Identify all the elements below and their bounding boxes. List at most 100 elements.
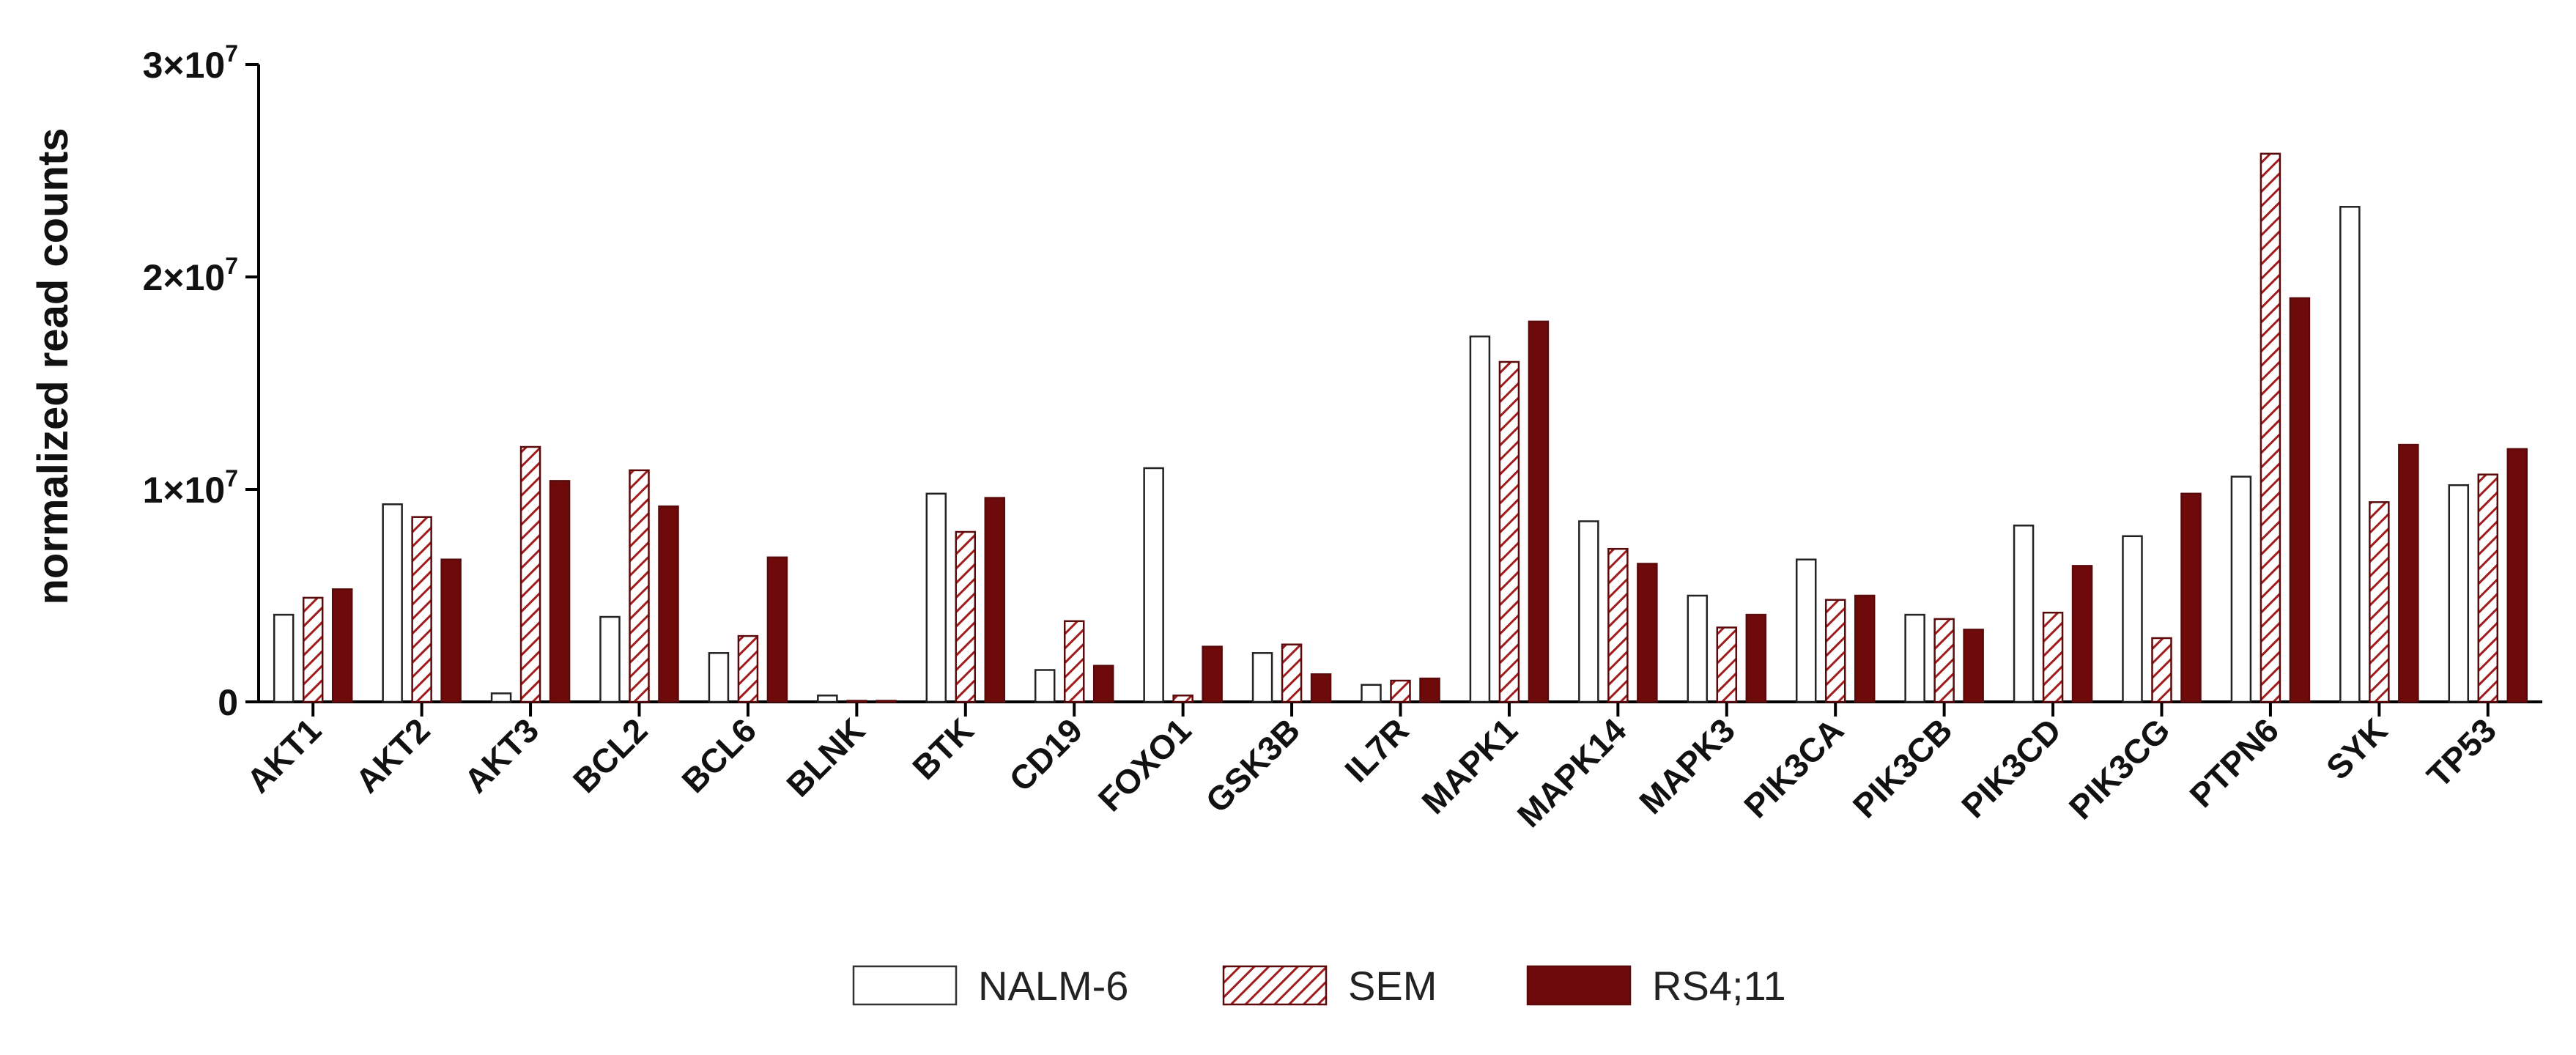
bar-sem-mapk14 — [1607, 547, 1629, 703]
x-tick-label-tp53: TP53 — [2419, 711, 2503, 795]
bar-rs4-11-gsk3b — [1310, 673, 1332, 703]
x-tick-label-ptpn6: PTPN6 — [2182, 711, 2286, 815]
bar-nalm-6-bcl2 — [599, 615, 621, 703]
bar-nalm-6-ptpn6 — [2230, 475, 2252, 703]
bar-nalm-6-bcl6 — [708, 652, 730, 703]
bar-sem-akt2 — [411, 516, 432, 703]
bar-sem-foxo1 — [1172, 695, 1193, 703]
bar-nalm-6-mapk14 — [1578, 520, 1599, 703]
bar-nalm-6-cd19 — [1034, 669, 1056, 703]
bar-rs4-11-pik3cb — [1963, 629, 1984, 703]
bar-rs4-11-mapk1 — [1528, 320, 1550, 703]
bar-rs4-11-blnk — [876, 700, 897, 703]
x-tick-label-bcl2: BCL2 — [566, 711, 655, 800]
bar-sem-cd19 — [1063, 620, 1085, 703]
bar-rs4-11-pik3cd — [2071, 565, 2093, 703]
legend-label-rs4-11: RS4;11 — [1652, 963, 1786, 1009]
bar-nalm-6-akt1 — [273, 613, 295, 703]
bar-nalm-6-syk — [2339, 206, 2361, 703]
bar-nalm-6-pik3ca — [1795, 558, 1817, 703]
bar-nalm-6-tp53 — [2448, 484, 2470, 703]
bar-nalm-6-gsk3b — [1251, 652, 1273, 703]
legend-swatch-nalm-6 — [852, 965, 958, 1006]
x-tick-label-bcl6: BCL6 — [674, 711, 763, 800]
bar-rs4-11-cd19 — [1092, 665, 1114, 703]
bar-sem-tp53 — [2477, 473, 2499, 703]
legend-label-nalm-6: NALM-6 — [978, 963, 1128, 1009]
bar-sem-akt1 — [302, 596, 324, 703]
bar-sem-pik3cb — [1933, 618, 1955, 703]
legend-swatch-rs4-11 — [1526, 965, 1632, 1006]
bar-nalm-6-akt2 — [382, 503, 403, 703]
bar-nalm-6-pik3cg — [2122, 535, 2143, 703]
x-tick-label-blnk: BLNK — [779, 711, 872, 804]
x-tick-label-gsk3b: GSK3B — [1198, 711, 1307, 820]
bar-rs4-11-bcl6 — [766, 556, 788, 703]
bar-rs4-11-syk — [2398, 443, 2419, 703]
bar-sem-bcl6 — [737, 634, 759, 703]
bar-sem-pik3cd — [2042, 611, 2064, 703]
y-axis: 0 1×107 2×107 3×107 — [143, 40, 260, 723]
bar-nalm-6-akt3 — [490, 692, 512, 703]
bar-rs4-11-pik3ca — [1854, 594, 1876, 703]
legend-label-sem: SEM — [1348, 963, 1437, 1009]
bar-rs4-11-btk — [984, 497, 1006, 703]
bar-nalm-6-mapk3 — [1687, 594, 1709, 703]
bar-nalm-6-pik3cb — [1904, 613, 1925, 703]
bar-rs4-11-mapk14 — [1637, 563, 1658, 703]
x-tick-label-akt1: AKT1 — [240, 711, 329, 800]
bar-sem-syk — [2369, 501, 2390, 703]
x-tick-label-syk: SYK — [2319, 711, 2395, 787]
bars-group — [273, 152, 2528, 703]
x-tick-label-mapk3: MAPK3 — [1632, 711, 1742, 821]
y-tick-label: 1×107 — [143, 465, 238, 511]
legend-swatch-sem — [1222, 965, 1328, 1006]
bar-rs4-11-akt1 — [331, 588, 353, 703]
x-tick-label-mapk14: MAPK14 — [1510, 711, 1634, 834]
x-tick-label-btk: BTK — [905, 711, 981, 787]
y-tick-label: 0 — [218, 682, 238, 723]
bar-sem-ptpn6 — [2259, 152, 2281, 703]
bar-nalm-6-mapk1 — [1469, 335, 1491, 703]
y-axis-label: normalized read counts — [29, 127, 77, 604]
bar-sem-bcl2 — [629, 469, 650, 703]
bar-rs4-11-il7r — [1419, 677, 1440, 703]
bar-nalm-6-foxo1 — [1143, 467, 1164, 703]
bar-nalm-6-btk — [925, 492, 947, 703]
bar-rs4-11-akt2 — [440, 558, 462, 703]
bar-rs4-11-akt3 — [549, 480, 571, 703]
bar-sem-il7r — [1390, 679, 1411, 703]
x-axis: AKT1 AKT2 AKT3 BCL2 BCL6 BLNK BTK CD19 FOXO1 GSK3… — [240, 700, 2542, 834]
x-tick-label-cd19: CD19 — [1002, 711, 1089, 799]
bar-sem-blnk — [846, 700, 867, 703]
x-tick-label-pik3ca: PIK3CA — [1736, 711, 1851, 825]
bar-nalm-6-il7r — [1361, 684, 1382, 703]
x-tick-label-mapk1: MAPK1 — [1414, 711, 1525, 821]
bar-rs4-11-tp53 — [2506, 448, 2528, 703]
bar-sem-gsk3b — [1281, 643, 1303, 703]
bar-sem-btk — [955, 530, 977, 703]
x-tick-label-pik3cg: PIK3CG — [2062, 711, 2177, 826]
y-tick-label: 3×107 — [143, 40, 238, 86]
bar-rs4-11-mapk3 — [1745, 613, 1767, 703]
bar-sem-akt3 — [519, 445, 541, 703]
bar-sem-mapk1 — [1498, 360, 1520, 703]
bar-rs4-11-foxo1 — [1202, 645, 1223, 703]
y-tick-label: 2×107 — [143, 253, 238, 298]
x-tick-label-akt3: AKT3 — [456, 711, 546, 800]
x-tick-label-foxo1: FOXO1 — [1091, 711, 1199, 818]
x-tick-label-il7r: IL7R — [1337, 711, 1415, 789]
bar-rs4-11-pik3cg — [2180, 492, 2202, 703]
bar-nalm-6-pik3cd — [2013, 525, 2035, 703]
x-tick-label-akt2: AKT2 — [348, 711, 437, 800]
bar-sem-pik3cg — [2151, 637, 2172, 703]
bar-nalm-6-blnk — [817, 695, 838, 703]
x-tick-label-pik3cb: PIK3CB — [1846, 711, 1960, 825]
bar-sem-mapk3 — [1716, 626, 1738, 703]
bar-rs4-11-bcl2 — [658, 505, 679, 703]
bar-sem-pik3ca — [1824, 599, 1846, 703]
bar-rs4-11-ptpn6 — [2289, 297, 2311, 703]
legend: NALM-6 SEM RS4;11 — [852, 963, 1786, 1009]
x-tick-label-pik3cd: PIK3CD — [1954, 711, 2068, 825]
